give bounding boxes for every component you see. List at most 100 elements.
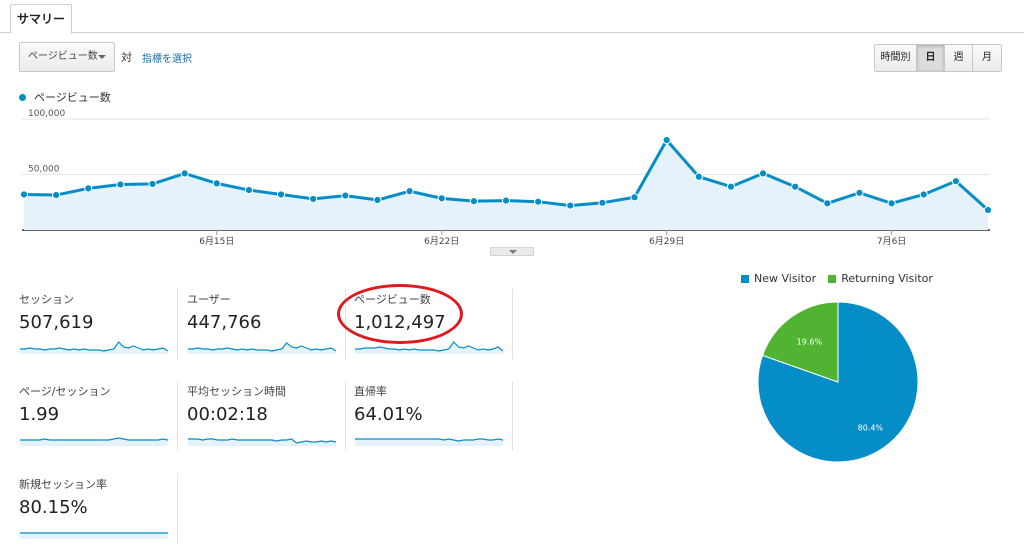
sparkline-area	[355, 342, 503, 354]
period-week-button[interactable]: 週	[945, 45, 973, 71]
period-toggle: 時間別 日 週 月	[874, 44, 1002, 72]
metric-label: セッション	[19, 293, 74, 306]
metric-value: 507,619	[19, 312, 94, 333]
chevron-down-icon	[509, 250, 517, 254]
y-tick-label: 100,000	[28, 109, 65, 119]
data-point	[823, 199, 832, 208]
data-point	[887, 199, 896, 208]
data-point	[855, 188, 864, 197]
metric-tile-avg-session-duration[interactable]: 平均セッション時間 00:02:18	[187, 383, 347, 463]
highlight-circle	[337, 284, 463, 344]
sparkline-line	[355, 341, 504, 352]
sparkline	[355, 341, 504, 354]
metric-value: 80.15%	[19, 497, 88, 518]
sparkline	[188, 342, 337, 354]
sparkline-area	[20, 533, 168, 539]
tile-divider	[177, 289, 178, 359]
sparkline	[20, 437, 169, 446]
pie-slice-label: 80.4%	[858, 424, 884, 433]
pie-slice-new-visitor	[757, 301, 919, 463]
legend-label-new-visitor: New Visitor	[754, 272, 817, 285]
metric-value: 64.01%	[354, 404, 423, 425]
period-hourly-button[interactable]: 時間別	[875, 45, 917, 71]
metric-select-value: ページビュー数	[28, 51, 98, 62]
sparkline-line	[20, 341, 169, 352]
metric-value: 00:02:18	[187, 404, 268, 425]
data-point	[309, 194, 318, 204]
sparkline-line	[188, 342, 337, 352]
data-point	[341, 191, 350, 200]
tile-divider	[177, 381, 178, 451]
data-point	[276, 190, 286, 199]
tab-summary[interactable]: サマリー	[10, 4, 72, 34]
sparkline	[188, 438, 337, 446]
chevron-down-icon	[98, 55, 106, 59]
metric-tile-pages-per-session[interactable]: ページ/セッション 1.99	[19, 383, 179, 463]
sparkline-line	[355, 438, 504, 442]
sparkline-area	[188, 343, 336, 354]
x-tick-label: 6月15日	[199, 236, 234, 247]
data-point	[983, 205, 993, 215]
data-point	[694, 172, 703, 181]
data-point	[662, 135, 671, 145]
metric-value: 447,766	[187, 312, 262, 333]
legend-dot-icon	[19, 93, 26, 101]
data-point	[501, 196, 511, 205]
period-month-button[interactable]: 月	[973, 45, 1001, 71]
tile-divider	[177, 474, 178, 544]
chart-collapse-handle[interactable]	[490, 247, 534, 256]
data-point	[373, 195, 382, 205]
metric-select[interactable]: ページビュー数	[19, 42, 115, 72]
chart-legend: ページビュー数	[19, 89, 111, 105]
sparkline	[20, 532, 168, 539]
legend-label: ページビュー数	[34, 91, 111, 104]
vs-label: 対	[121, 51, 132, 64]
data-point	[180, 169, 189, 178]
metric-label: 新規セッション率	[19, 478, 107, 491]
data-point	[244, 185, 254, 195]
data-point	[630, 193, 639, 202]
sparkline-area	[188, 439, 336, 446]
sparkline	[355, 438, 504, 446]
x-tick-label: 6月22日	[424, 236, 459, 247]
data-point	[758, 169, 768, 178]
data-point	[791, 182, 800, 191]
select-metric-link[interactable]: 指標を選択	[142, 54, 192, 65]
x-tick-label: 6月29日	[649, 236, 684, 247]
sparkline-line	[20, 437, 169, 441]
metric-label: ページ/セッション	[19, 385, 111, 398]
tile-divider	[512, 381, 513, 451]
tile-divider	[345, 381, 346, 451]
metric-tile-sessions[interactable]: セッション 507,619	[19, 291, 179, 371]
period-day-button[interactable]: 日	[917, 45, 945, 71]
data-point	[919, 190, 928, 199]
metric-label: 平均セッション時間	[187, 385, 286, 398]
sparkline-line	[188, 438, 337, 444]
metric-tile-bounce-rate[interactable]: 直帰率 64.01%	[354, 383, 514, 463]
data-point	[52, 190, 61, 200]
metric-value: 1.99	[19, 404, 60, 425]
data-point	[726, 182, 736, 191]
pie-slice-label: 19.6%	[797, 338, 823, 347]
metric-label: 直帰率	[354, 385, 387, 398]
metric-tile-new-sessions-rate[interactable]: 新規セッション率 80.15%	[19, 476, 179, 556]
sparkline	[20, 341, 169, 354]
data-point	[116, 180, 125, 189]
sparkline-area	[20, 342, 168, 354]
metric-label: ユーザー	[187, 293, 231, 306]
series-area	[24, 140, 988, 230]
data-point	[212, 179, 221, 188]
data-point	[19, 190, 29, 199]
y-tick-label: 50,000	[28, 165, 60, 175]
tile-divider	[512, 289, 513, 359]
data-point	[84, 184, 93, 193]
metric-tile-users[interactable]: ユーザー 447,766	[187, 291, 347, 371]
sparkline-area	[355, 439, 503, 446]
pie-legend: New Visitor Returning Visitor	[741, 272, 933, 285]
tab-bar: サマリー	[0, 0, 1024, 34]
pie-slice-returning-visitor	[761, 301, 839, 383]
data-point	[405, 187, 414, 196]
pageviews-line-chart: 100,000 50,000 6月15日 6月22日 6月29日 7月6日	[19, 109, 993, 247]
data-point	[148, 179, 157, 189]
x-tick-label: 7月6日	[877, 236, 906, 247]
